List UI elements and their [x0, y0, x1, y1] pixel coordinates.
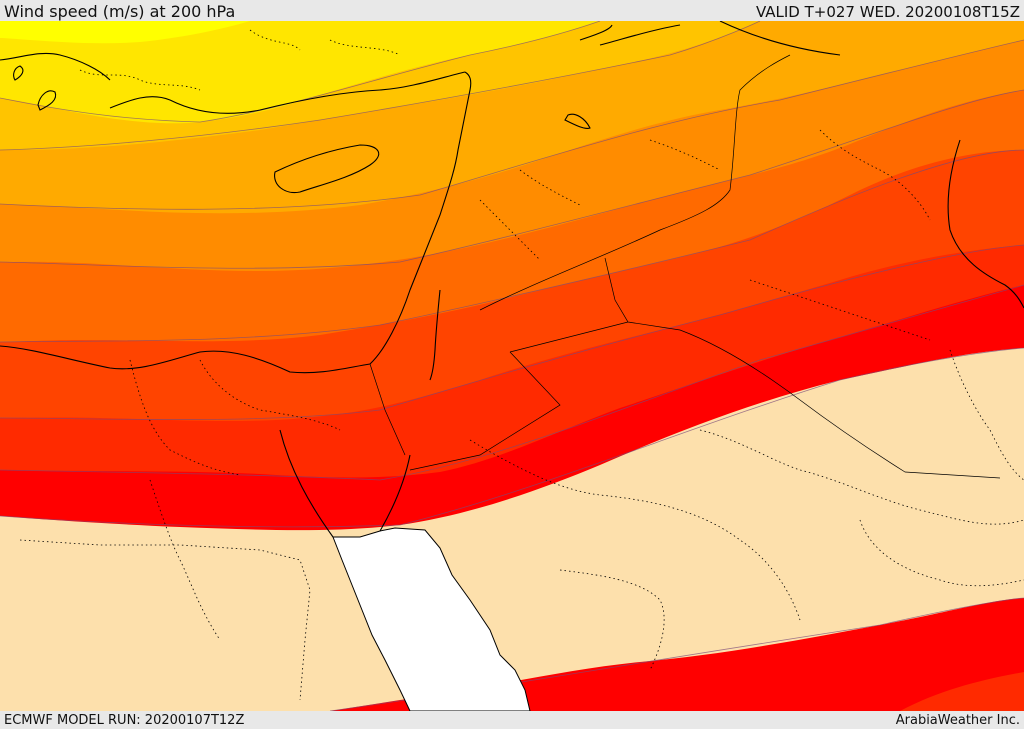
jet-band-bright-yellow	[0, 21, 250, 44]
title-bar: Wind speed (m/s) at 200 hPa VALID T+027 …	[0, 0, 1024, 21]
coastlines	[0, 21, 1024, 538]
country-borders	[369, 54, 1001, 479]
province-borders	[19, 29, 1024, 701]
red-sea	[332, 527, 531, 711]
model-run: ECMWF MODEL RUN: 20200107T12Z	[4, 713, 245, 728]
credit: ArabiaWeather Inc.	[895, 713, 1020, 728]
valid-time: VALID T+027 WED. 20200108T15Z	[755, 3, 1020, 21]
map-title: Wind speed (m/s) at 200 hPa	[4, 2, 236, 21]
wind-speed-map	[0, 21, 1024, 711]
southern-jet-inner	[900, 672, 1024, 711]
southern-jet-band	[330, 598, 1024, 711]
isotach-contours	[0, 21, 1024, 711]
jet-band-yellow	[0, 21, 600, 124]
footer-bar	[0, 711, 1024, 729]
